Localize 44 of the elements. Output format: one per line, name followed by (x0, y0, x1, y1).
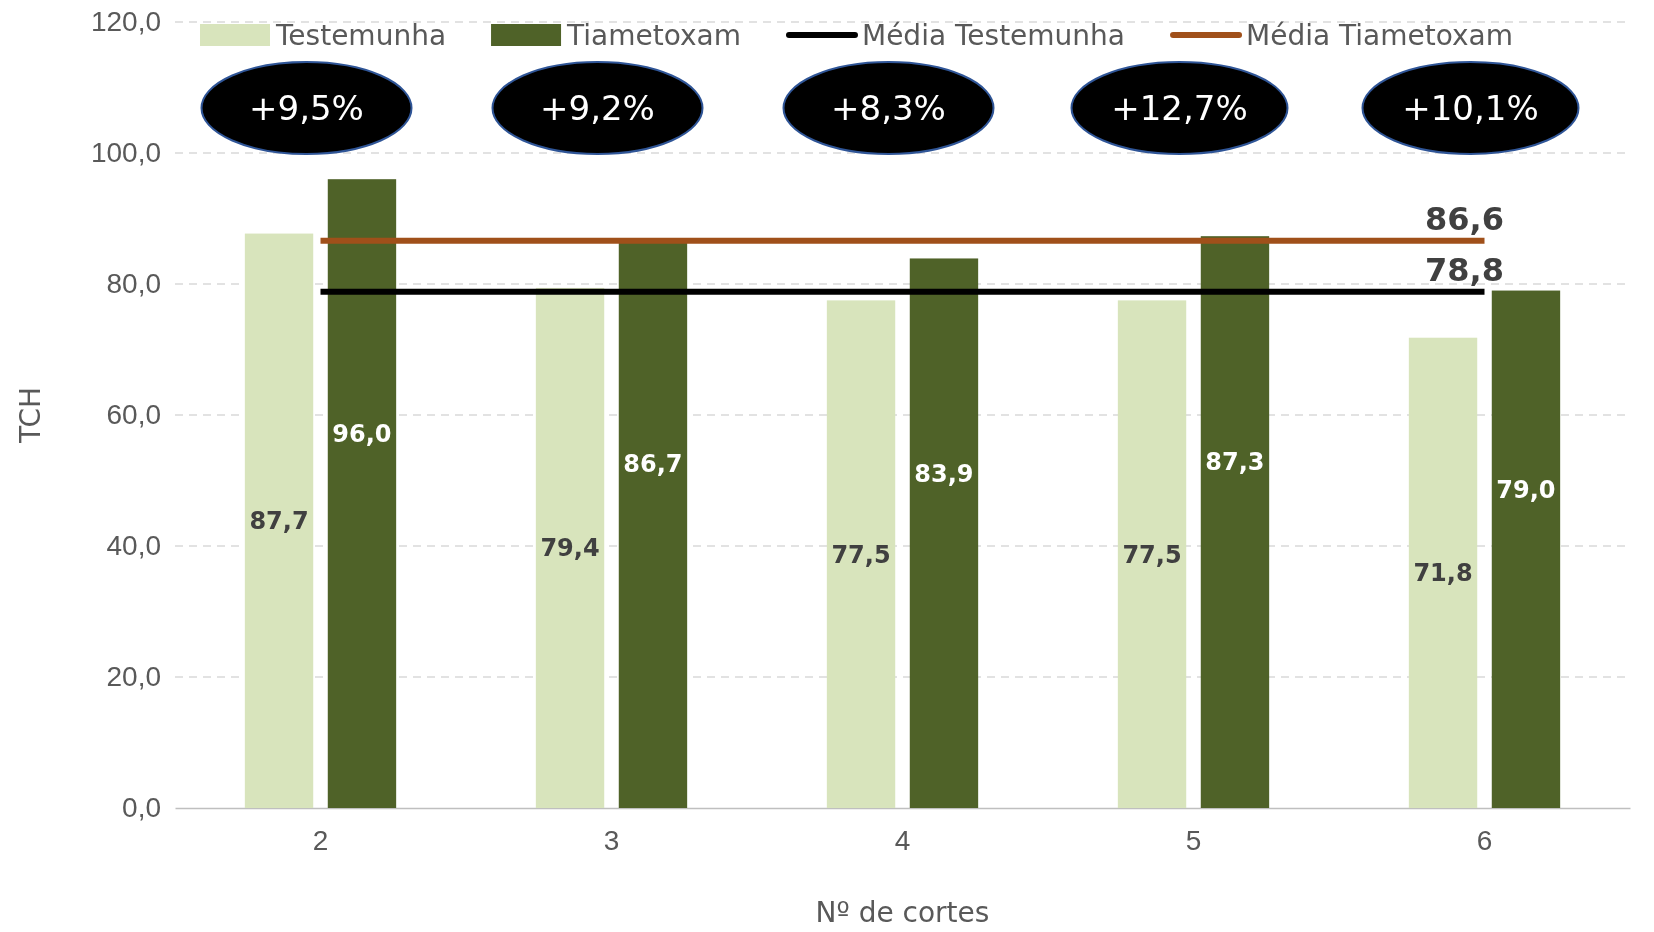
annotation: +12,7% (1111, 87, 1248, 128)
data-label: 79,0 (1496, 475, 1556, 504)
x-tick-label: 4 (894, 824, 911, 856)
annotation: +10,1% (1402, 87, 1539, 128)
legend-label: Tiametoxam (566, 18, 741, 52)
data-label: 71,8 (1413, 559, 1473, 588)
x-tick-label: 3 (603, 824, 620, 856)
x-axis-title: Nº de cortes (815, 896, 990, 929)
y-tick-label: 20,0 (106, 661, 161, 693)
data-label: 87,3 (1205, 448, 1265, 477)
x-tick-label: 5 (1185, 824, 1202, 856)
x-tick-label: 2 (312, 824, 329, 856)
data-label: 96,0 (332, 420, 392, 448)
data-label: 86,6 (1425, 199, 1504, 238)
data-label: 83,9 (914, 459, 974, 488)
data-label: 86,7 (623, 450, 683, 479)
y-tick-label: 60,0 (106, 399, 161, 431)
data-label: 77,5 (1122, 540, 1182, 569)
bar (244, 233, 314, 808)
annotation: +8,3% (831, 87, 946, 128)
legend-label: Média Tiametoxam (1246, 18, 1513, 52)
y-tick-label: 0,0 (122, 792, 161, 824)
bar (1200, 236, 1270, 808)
x-tick-label: 6 (1476, 824, 1493, 856)
data-label: 78,8 (1425, 251, 1504, 290)
y-tick-label: 120,0 (90, 6, 161, 38)
bar (535, 287, 605, 808)
bar (327, 179, 397, 808)
y-tick-label: 100,0 (90, 137, 161, 169)
data-label: 87,7 (249, 507, 309, 536)
data-label: 77,5 (831, 540, 891, 569)
annotation: +9,2% (540, 87, 655, 128)
bar (1117, 300, 1187, 808)
y-tick-label: 80,0 (106, 268, 161, 300)
bar (1491, 290, 1561, 808)
y-tick-label: 40,0 (106, 530, 161, 562)
bar (1408, 337, 1478, 808)
y-axis-title: TCH (14, 386, 47, 445)
bar (826, 300, 896, 808)
data-label: 79,4 (540, 534, 600, 563)
legend-label: Testemunha (275, 18, 447, 52)
legend-label: Média Testemunha (861, 18, 1126, 52)
bar (909, 258, 979, 808)
annotation: +9,5% (249, 87, 364, 128)
